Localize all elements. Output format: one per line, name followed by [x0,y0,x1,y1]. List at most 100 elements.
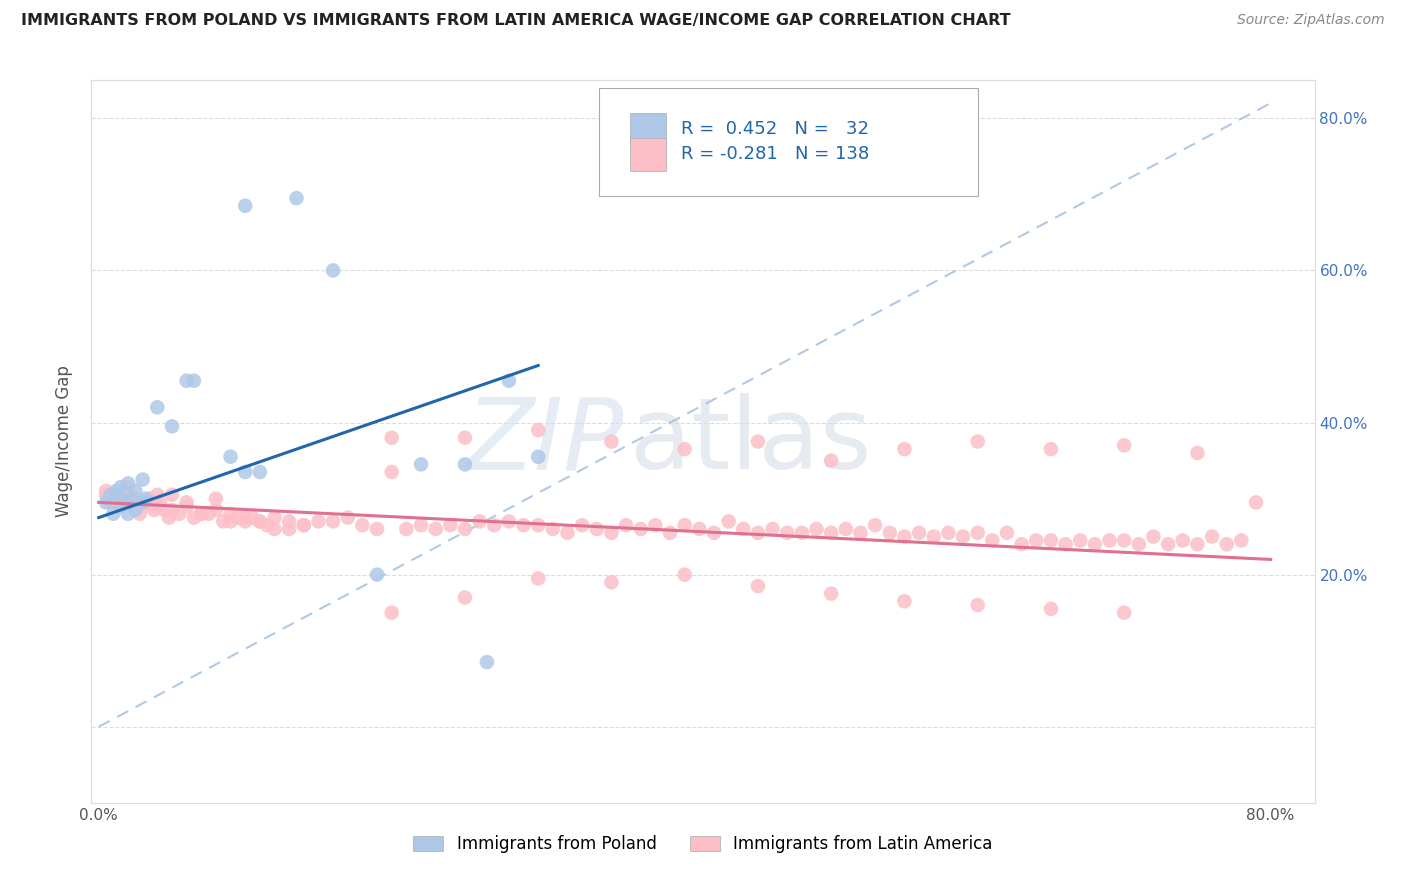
Point [117,476,139,491]
Point [1157,537,1180,551]
Y-axis label: Wage/Income Gap: Wage/Income Gap [55,366,73,517]
Point [439,518,461,533]
Point [484,518,506,533]
Point [1128,537,1150,551]
Point [160,503,183,517]
Point [512,518,534,533]
Point [111,491,134,506]
Point [219,450,242,464]
Text: R = -0.281   N = 138: R = -0.281 N = 138 [681,145,869,163]
Point [233,515,256,529]
Point [600,575,623,590]
FancyBboxPatch shape [599,87,979,196]
Bar [630,138,666,170]
Point [120,491,142,506]
Point [233,199,256,213]
Point [381,431,404,445]
Point [110,491,132,506]
Point [114,495,136,509]
Point [233,465,256,479]
Point [169,507,191,521]
Point [1069,533,1091,548]
Point [893,530,915,544]
Point [820,525,842,540]
Point [454,458,477,472]
Point [1187,537,1209,551]
Point [278,522,301,536]
Point [124,503,146,517]
Point [557,525,579,540]
Point [233,510,256,524]
Point [1114,606,1136,620]
Point [131,495,153,509]
Point [146,401,169,415]
Point [995,525,1018,540]
Text: ZIP: ZIP [465,393,623,490]
Point [131,495,153,509]
Point [908,525,931,540]
Point [1171,533,1194,548]
Point [336,510,359,524]
Point [395,522,418,536]
Point [256,518,278,533]
Point [117,507,139,521]
Point [219,515,242,529]
Point [673,518,696,533]
Point [110,499,132,513]
Point [600,434,623,449]
Point [160,419,183,434]
Point [498,515,520,529]
Point [1039,533,1062,548]
Point [806,522,828,536]
Point [454,431,477,445]
Point [381,465,404,479]
Point [381,606,404,620]
Point [879,525,901,540]
Point [103,507,125,521]
Point [131,495,153,509]
Point [820,587,842,601]
Point [190,507,212,521]
Point [1098,533,1121,548]
Point [644,518,666,533]
Point [183,374,205,388]
Point [1011,537,1033,551]
Text: R =  0.452   N =   32: R = 0.452 N = 32 [681,120,869,138]
Point [527,450,550,464]
Point [366,522,388,536]
Point [952,530,974,544]
Point [120,495,142,509]
Point [263,510,285,524]
Point [205,503,228,517]
Point [114,483,136,498]
Point [600,525,623,540]
Point [103,488,125,502]
Point [659,525,682,540]
Point [105,491,128,506]
Point [285,191,308,205]
Point [1201,530,1223,544]
Point [124,491,146,506]
Point [139,491,162,506]
Point [614,518,637,533]
Point [249,515,271,529]
Point [527,423,550,437]
Point [190,507,212,521]
Point [893,594,915,608]
Point [205,491,228,506]
Point [703,525,725,540]
Point [322,263,344,277]
Text: IMMIGRANTS FROM POLAND VS IMMIGRANTS FROM LATIN AMERICA WAGE/INCOME GAP CORRELAT: IMMIGRANTS FROM POLAND VS IMMIGRANTS FRO… [21,13,1011,29]
Point [498,374,520,388]
Point [94,483,117,498]
Point [454,522,477,536]
Point [1114,533,1136,548]
Point [117,480,139,494]
Point [1187,446,1209,460]
Point [249,515,271,529]
Point [468,515,491,529]
Point [94,495,117,509]
Point [966,434,988,449]
Point [717,515,740,529]
Point [153,503,176,517]
